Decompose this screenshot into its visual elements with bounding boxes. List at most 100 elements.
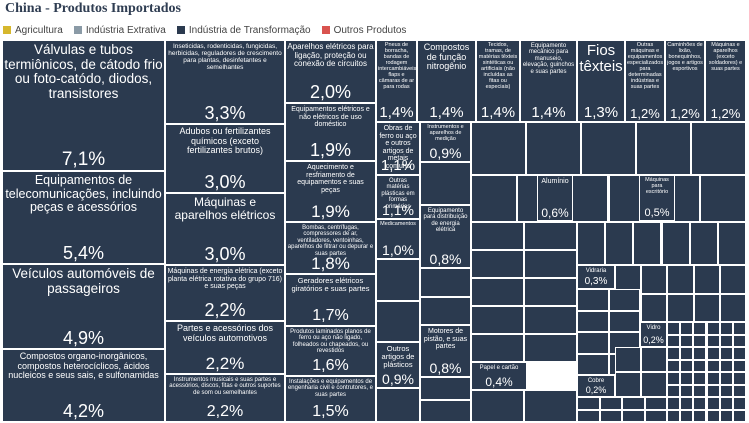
treemap-cell-small[interactable] [667,384,681,397]
treemap-cell-small[interactable] [577,222,606,265]
treemap-cell-small[interactable] [732,347,746,360]
treemap-cell-small[interactable] [622,409,645,422]
treemap-cell[interactable]: Equipamento mecânico para manuseio, elev… [520,40,577,122]
treemap-cell-small[interactable] [732,397,746,410]
treemap-cell-small[interactable] [471,306,524,334]
treemap-cell[interactable]: Caminhões de lixão, bonequinhos, jogos e… [665,40,705,122]
treemap-cell-small[interactable] [581,122,636,175]
treemap-cell[interactable]: Cobre 0,2% [577,375,615,397]
treemap-cell-small[interactable] [719,347,733,360]
treemap-cell-small[interactable] [644,397,667,410]
treemap-cell[interactable]: Outras matérias plásticas em formas prim… [376,175,420,219]
treemap-cell-small[interactable] [719,409,733,422]
treemap-cell-small[interactable] [706,322,720,335]
treemap-cell-small[interactable] [471,175,517,222]
treemap-cell-small[interactable] [719,397,733,410]
treemap-cell-small[interactable] [471,334,524,362]
treemap-cell[interactable]: Vidraria 0,3% [577,265,615,289]
treemap-cell-small[interactable] [693,372,707,385]
treemap-cell[interactable]: Inseticidas, rodenticidas, fungicidas, h… [165,40,285,124]
treemap-cell-small[interactable] [706,347,720,360]
treemap-cell-small[interactable] [471,222,524,250]
treemap-cell-small[interactable] [693,384,707,397]
treemap-cell-small[interactable] [420,377,471,400]
treemap-cell[interactable]: Outros artigos de plásticos 0,9% [376,342,420,388]
treemap-cell-small[interactable] [577,332,609,354]
treemap-cell-small[interactable] [732,372,746,385]
treemap-cell-small[interactable] [526,122,581,175]
treemap-cell[interactable]: Pneus de borracha, bandas de rodagem int… [376,40,417,122]
treemap-cell[interactable]: Veículos automóveis de passageiros 4,9% [2,264,165,349]
treemap-cell-small[interactable] [680,409,694,422]
treemap-cell-small[interactable] [680,384,694,397]
treemap-cell[interactable]: Motores de pistão, e suas partes 0,8% [420,325,471,377]
treemap-cell[interactable]: Obras de ferro ou aço e outros artigos d… [376,122,420,175]
treemap-cell-small[interactable] [693,397,707,410]
treemap-cell-small[interactable] [706,334,720,347]
treemap-cell[interactable]: Instrumentos musicais e suas partes e ac… [165,374,285,422]
treemap-cell[interactable]: Máquinas para escritório 0,5% [639,175,675,221]
treemap-cell[interactable]: Bombas, centrífugas, compressores de ar,… [285,222,376,274]
treemap-cell-small[interactable] [599,409,622,422]
treemap-cell-small[interactable] [622,397,645,410]
treemap-cell-small[interactable] [667,265,694,294]
treemap-cell-small[interactable] [471,250,524,278]
legend-item-outros-produtos[interactable]: Outros Produtos [321,25,406,36]
legend-item-agricultura[interactable]: Agricultura [3,25,63,36]
treemap-cell-small[interactable] [680,347,694,360]
treemap-cell-small[interactable] [719,359,733,372]
treemap-cell[interactable]: Equipamentos de telecomunicações, inclui… [2,171,165,264]
treemap-cell-small[interactable] [693,409,707,422]
treemap-cell-small[interactable] [667,359,681,372]
treemap-cell-small[interactable] [719,293,746,322]
treemap-cell-small[interactable] [420,162,471,205]
treemap-cell-small[interactable] [667,372,681,385]
treemap-cell-small[interactable] [667,293,694,322]
treemap-cell[interactable]: Máquinas de energia elétrica (exceto pla… [165,265,285,321]
treemap-cell-small[interactable] [717,222,746,265]
legend-item-industria-extrativa[interactable]: Indústria Extrativa [73,25,166,36]
treemap-cell-small[interactable] [524,306,577,334]
treemap-cell-small[interactable] [471,278,524,306]
treemap-cell[interactable]: Fios têxteis 1,3% [577,40,625,122]
treemap-cell[interactable]: Aparelhos elétricos para ligação, proteç… [285,40,376,103]
treemap-cell-small[interactable] [719,322,733,335]
treemap-cell-small[interactable] [524,390,577,422]
treemap-cell-small[interactable] [706,397,720,410]
treemap-cell-small[interactable] [693,359,707,372]
treemap-cell-small[interactable] [680,322,694,335]
treemap-cell[interactable]: Alumínio 0,6% [537,175,573,221]
legend-item-industria-transformacao[interactable]: Indústria de Transformação [176,25,311,36]
treemap-cell[interactable]: Geradores elétricos giratórios e suas pa… [285,274,376,326]
treemap-cell[interactable]: Vidro 0,2% [640,322,667,347]
treemap-cell[interactable]: Tecidos, tramas, de matérias têxteis sin… [476,40,520,122]
treemap-cell-small[interactable] [636,122,691,175]
treemap-cell-small[interactable] [608,289,640,311]
treemap-cell[interactable]: Partes e acessórios dos veículos automot… [165,321,285,374]
treemap-cell-small[interactable] [608,310,640,332]
treemap-cell-small[interactable] [471,122,526,175]
treemap-cell-small[interactable] [667,397,681,410]
treemap-cell-small[interactable] [641,265,668,294]
treemap-cell-small[interactable] [706,384,720,397]
treemap-cell-small[interactable] [615,347,641,372]
treemap-cell-small[interactable] [420,399,471,422]
treemap-cell[interactable]: Máquinas e aparelhos elétricos 3,0% [165,193,285,265]
treemap-cell[interactable]: Máquinas e aparelhos (exceto soldadores)… [705,40,746,122]
treemap-cell-small[interactable] [693,322,707,335]
treemap-cell-small[interactable] [577,397,600,410]
treemap-cell-small[interactable] [605,222,634,265]
treemap-cell-small[interactable] [524,222,577,250]
treemap-cell-small[interactable] [719,334,733,347]
treemap-cell-small[interactable] [524,250,577,278]
treemap-cell-small[interactable] [732,409,746,422]
treemap-cell-small[interactable] [376,259,420,301]
treemap-cell-small[interactable] [577,409,600,422]
treemap-cell-small[interactable] [700,175,746,222]
treemap-cell-small[interactable] [577,310,609,332]
treemap-cell-small[interactable] [693,265,720,294]
treemap-cell-small[interactable] [599,397,622,410]
treemap-cell-small[interactable] [661,222,690,265]
treemap-cell-small[interactable] [524,334,577,362]
treemap-cell-small[interactable] [376,300,420,342]
